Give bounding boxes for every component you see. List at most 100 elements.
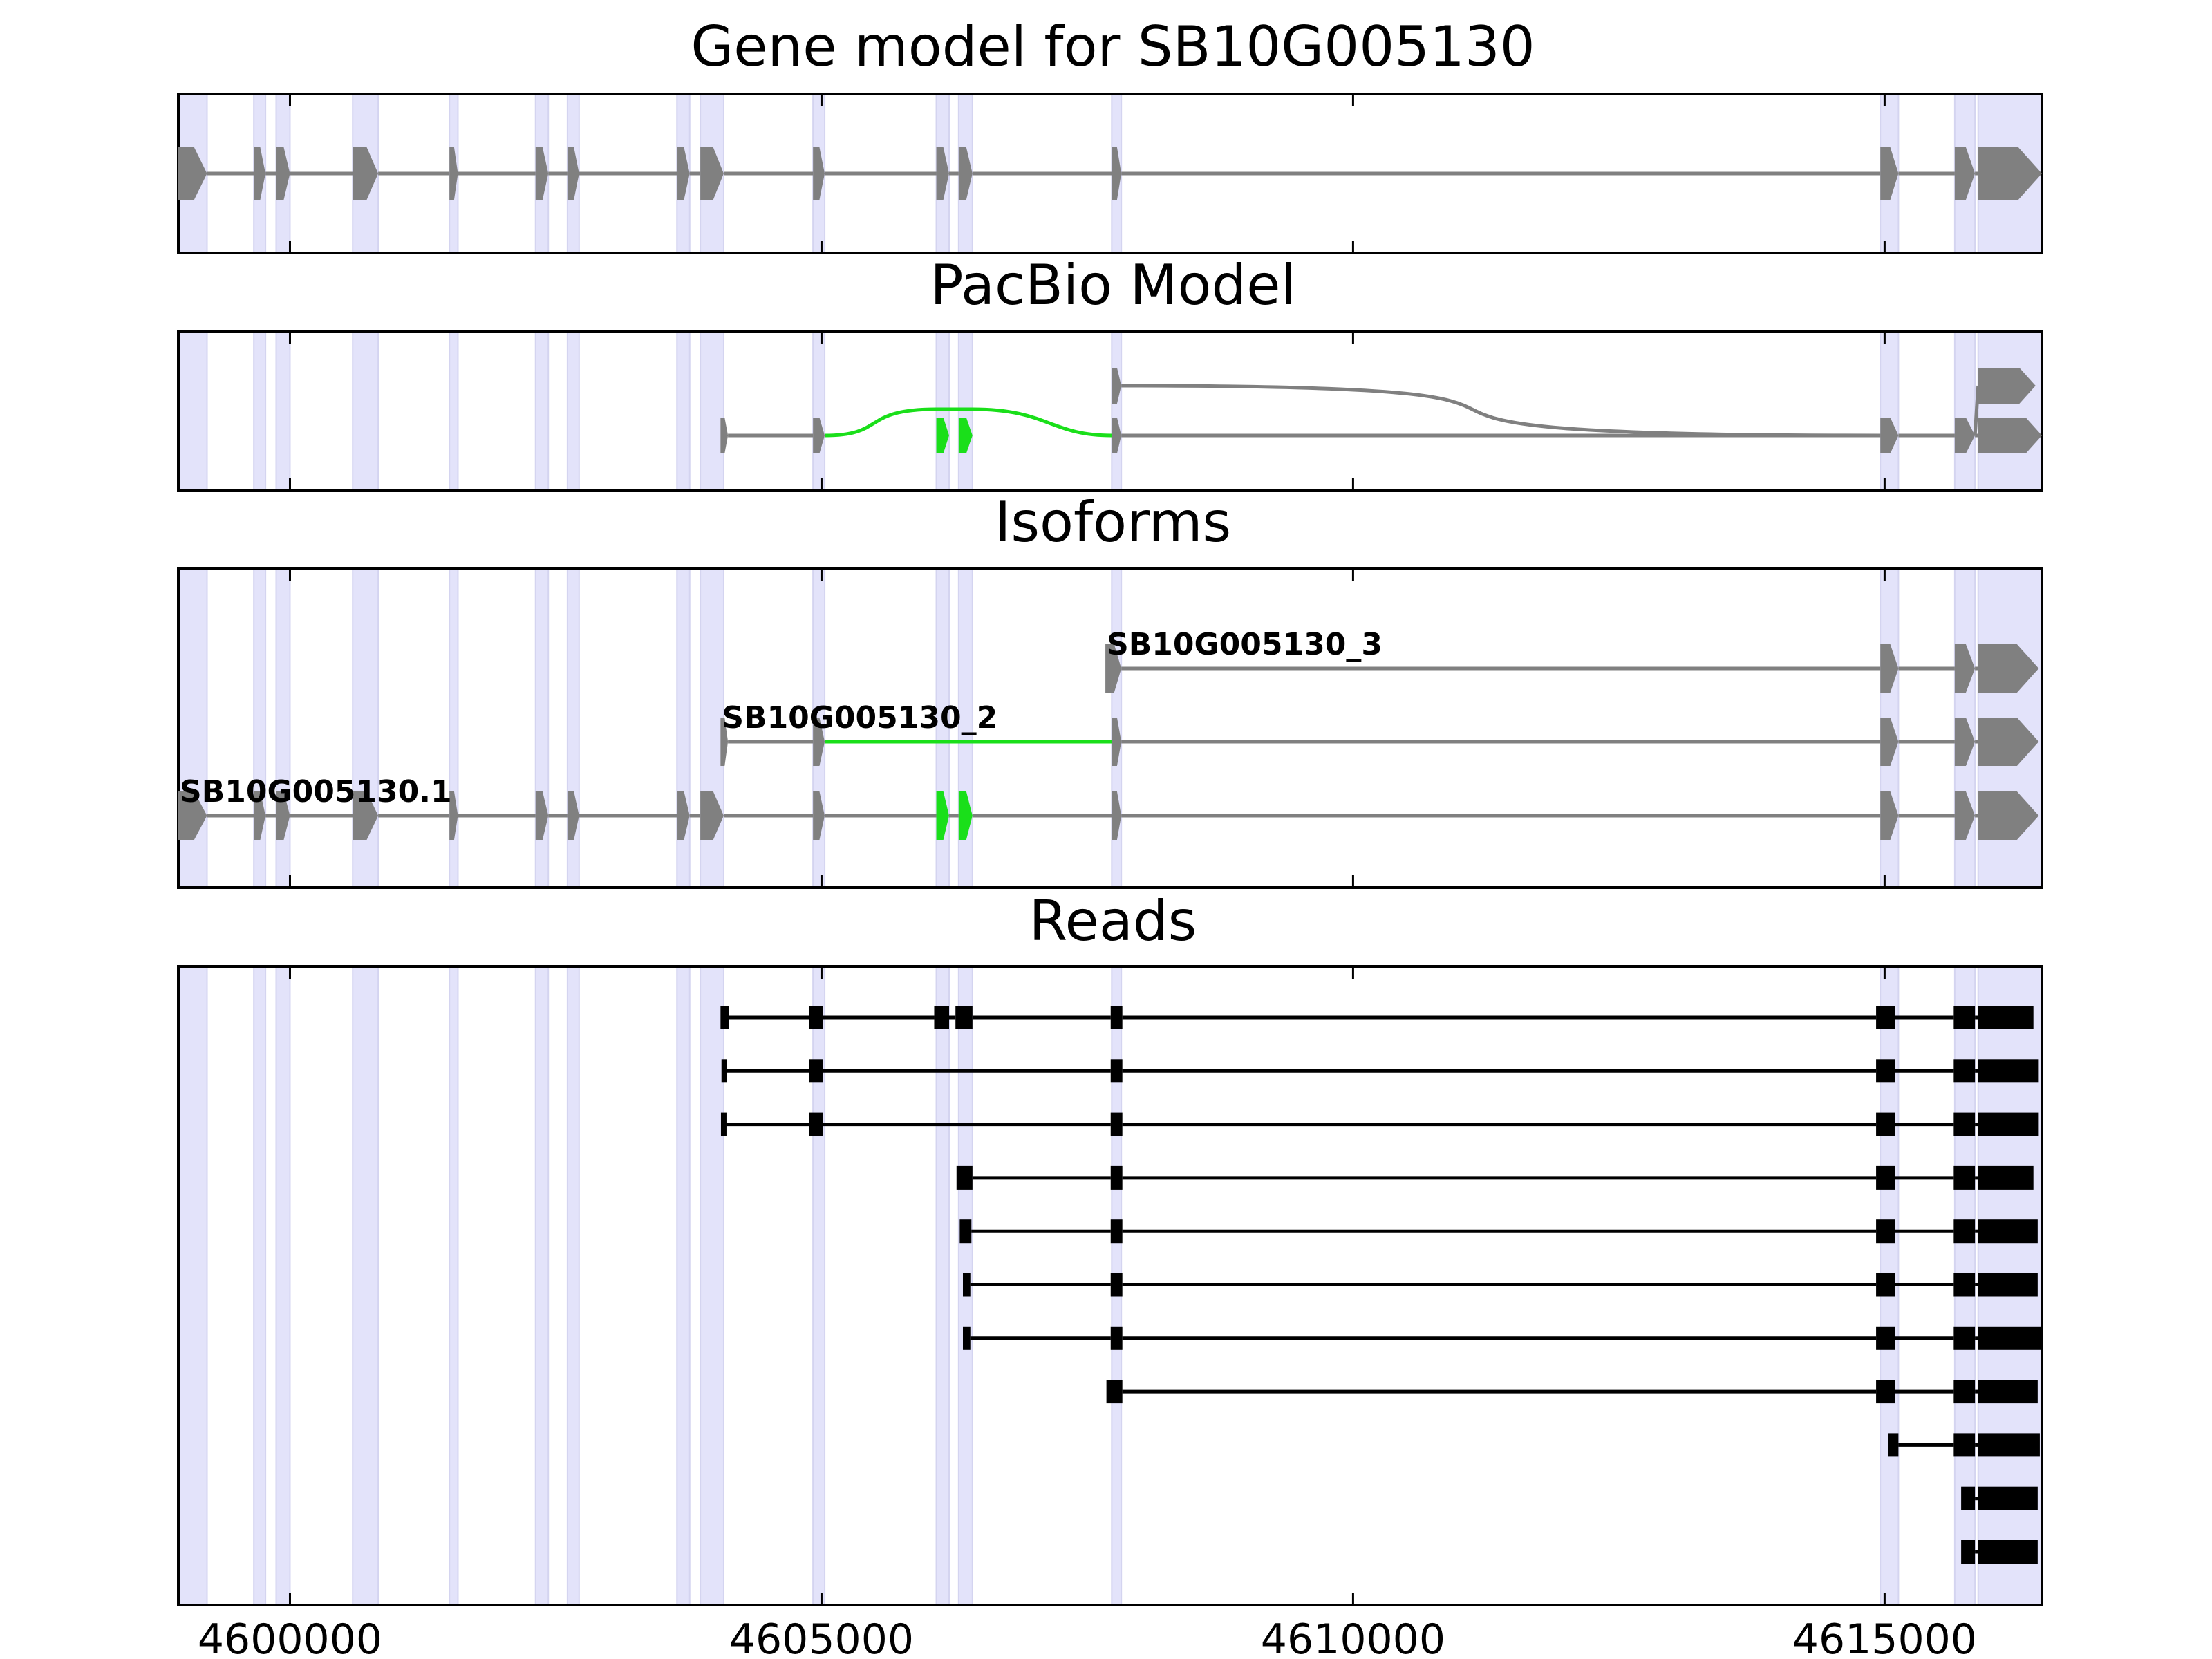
read-block (956, 1165, 973, 1190)
read-block (720, 1112, 727, 1136)
read-block (1978, 1006, 2034, 1029)
panel-title-gene-model: Gene model for SB10G005130 (691, 15, 1535, 79)
exon-band (1111, 331, 1123, 491)
exon-marker (677, 791, 690, 840)
read-block (1110, 1112, 1123, 1136)
read-block (1978, 1486, 2038, 1510)
read-block (962, 1326, 971, 1350)
exon-marker (1978, 368, 2036, 404)
exon-marker (700, 147, 724, 200)
splice-arc (1973, 385, 1980, 436)
x-axis: 4600000 4605000 4610000 4615000 (198, 1615, 1977, 1659)
read-block (1978, 1165, 2034, 1190)
exon-band (275, 966, 291, 1606)
exon-band (935, 966, 950, 1606)
exon-marker (1880, 644, 1899, 693)
exon-marker (254, 147, 266, 200)
exon-marker (1978, 791, 2039, 840)
splice-arc (1121, 384, 1881, 438)
exon-marker (449, 791, 458, 840)
read-block (1978, 1433, 2040, 1457)
exon-marker (958, 147, 973, 200)
exon-marker (353, 147, 379, 200)
exon-band (178, 966, 208, 1606)
exon-marker (720, 718, 729, 766)
splice-arc (825, 407, 1112, 438)
x-tick-label: 4610000 (1261, 1615, 1445, 1659)
read-block (1876, 1165, 1895, 1190)
exon-marker (1105, 644, 1122, 693)
exon-marker (254, 791, 266, 840)
exon-band (957, 331, 973, 491)
exon-marker (567, 791, 579, 840)
exon-band (449, 331, 459, 491)
exon-marker (353, 791, 379, 840)
reads-panel (177, 965, 2043, 1606)
read-block (1961, 1486, 1976, 1510)
exon-marker (813, 418, 825, 453)
exon-marker (813, 791, 825, 840)
exon-band (935, 331, 950, 491)
exon-marker (936, 791, 950, 840)
isoforms-panel (177, 567, 2043, 889)
exon-band (534, 966, 550, 1606)
exon-marker (1112, 718, 1122, 766)
exon-marker (535, 791, 549, 840)
exon-marker (178, 147, 207, 200)
read-block (1953, 1433, 1976, 1457)
x-tick-label: 4605000 (729, 1615, 914, 1659)
exon-band (566, 331, 580, 491)
exon-band (352, 331, 379, 491)
read-block (1876, 1059, 1895, 1083)
pacbio-model-panel (177, 330, 2043, 492)
exon-marker (1954, 644, 1976, 693)
panel-frame (177, 965, 2043, 1606)
isoform-label: SB10G005130_3 (1107, 627, 1382, 662)
exon-marker (813, 147, 825, 200)
read-block (1978, 1273, 2038, 1297)
read-block (1110, 1326, 1123, 1350)
gene-model-panel (177, 93, 2043, 254)
exon-band (352, 966, 379, 1606)
exon-band (566, 966, 580, 1606)
exon-marker (1112, 791, 1122, 840)
exon-band (676, 966, 691, 1606)
exon-marker (1880, 418, 1899, 453)
exon-marker (958, 418, 973, 453)
read-block (720, 1006, 729, 1029)
read-block (1953, 1219, 1976, 1244)
exon-marker (535, 147, 549, 200)
exon-band (812, 331, 826, 491)
read-block (1876, 1219, 1895, 1244)
read-block (1876, 1273, 1895, 1297)
read-block (1887, 1433, 1899, 1457)
exon-band (1977, 331, 2043, 491)
read-block (808, 1059, 823, 1083)
exon-marker (1112, 368, 1122, 404)
exon-marker (1954, 718, 1976, 766)
panel-title-reads: Reads (1029, 889, 1197, 953)
exon-marker (958, 791, 973, 840)
read-block (1953, 1273, 1976, 1297)
exon-band (1953, 331, 1976, 491)
exon-band (534, 331, 550, 491)
exon-marker (1880, 791, 1899, 840)
panel-frame (177, 330, 2043, 492)
read-block (1876, 1326, 1895, 1350)
read-block (1876, 1006, 1895, 1029)
read-block (1110, 1059, 1123, 1083)
read-block (721, 1059, 727, 1083)
read-block (1876, 1380, 1895, 1404)
exon-band (253, 331, 267, 491)
exon-marker (1954, 791, 1976, 840)
exon-marker (700, 791, 724, 840)
exon-marker (936, 147, 950, 200)
read-block (1953, 1112, 1976, 1136)
exon-marker (677, 147, 690, 200)
read-block (1110, 1273, 1123, 1297)
read-block (1961, 1540, 1976, 1564)
exon-marker (720, 418, 729, 453)
read-block (959, 1219, 972, 1244)
exon-marker (1978, 147, 2042, 200)
